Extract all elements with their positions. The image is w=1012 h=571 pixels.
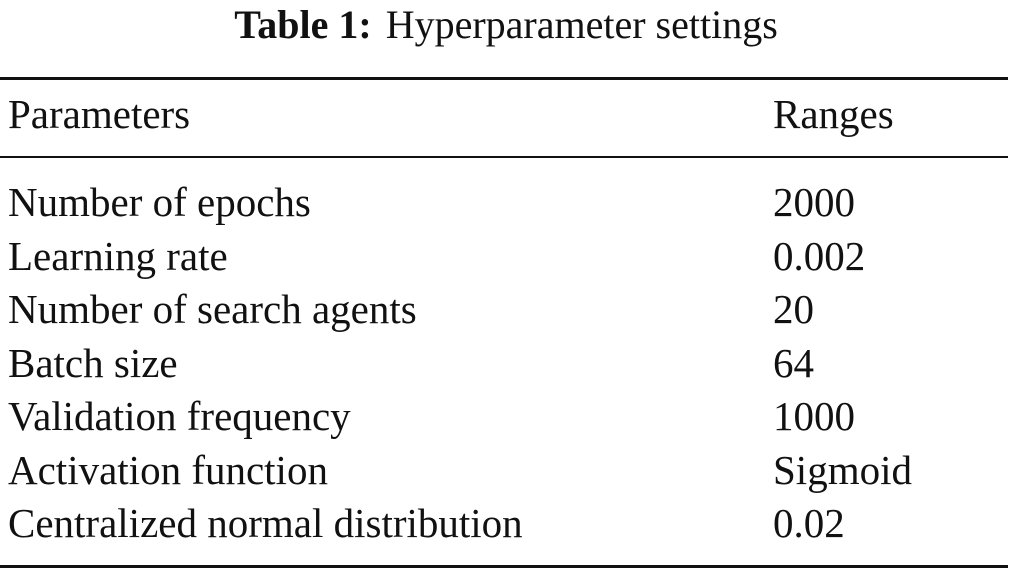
- table-cell: Learning rate: [8, 232, 228, 279]
- header-cell: Ranges: [773, 91, 894, 137]
- caption-title: Hyperparameter settings: [385, 2, 778, 47]
- table-cell: 0.002: [773, 232, 866, 279]
- table-cell: 1000: [773, 393, 855, 439]
- table-cell: Validation frequency: [8, 393, 351, 439]
- header-cell: Parameters: [8, 91, 191, 137]
- table-cell: Centralized normal distribution: [8, 500, 523, 546]
- table-cell: 0.02: [773, 500, 845, 546]
- table-caption: Table 1: Hyperparameter settings: [0, 0, 1012, 50]
- table-cell: Number of search agents: [8, 286, 417, 332]
- bottom-rule: [0, 565, 1008, 568]
- caption-label: Table 1:: [234, 2, 372, 47]
- table-cell: Sigmoid: [773, 446, 912, 493]
- table-cell: 20: [773, 286, 814, 332]
- table-cell: 64: [773, 339, 814, 386]
- table-cell: Batch size: [8, 339, 178, 386]
- table-cell: Number of epochs: [8, 179, 311, 225]
- mid-rule: [0, 156, 1008, 158]
- top-rule: [0, 77, 1008, 80]
- table-cell: 2000: [773, 179, 855, 225]
- table-cell: Activation function: [8, 446, 328, 493]
